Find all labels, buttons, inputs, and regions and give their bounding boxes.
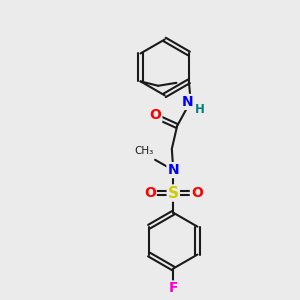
Text: H: H [195,103,205,116]
Text: F: F [169,281,178,296]
Text: S: S [168,185,179,200]
Text: N: N [167,163,179,177]
Text: N: N [182,95,193,109]
Text: O: O [144,186,156,200]
Text: CH₃: CH₃ [134,146,154,156]
Text: O: O [149,108,161,122]
Text: O: O [191,186,203,200]
